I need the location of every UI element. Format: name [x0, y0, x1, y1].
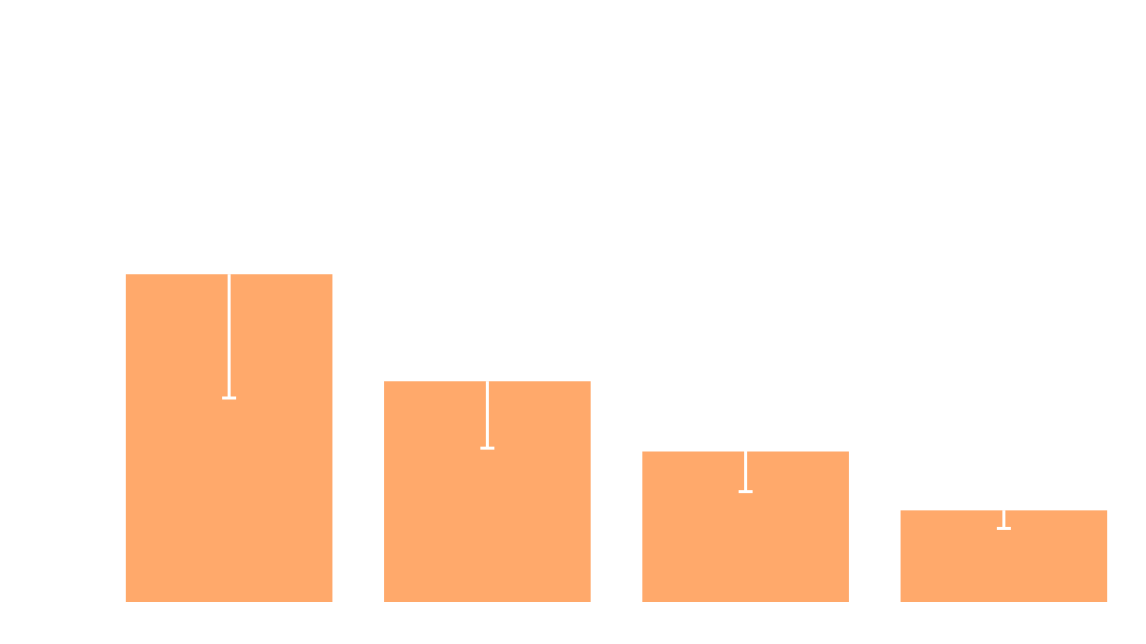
bars-layer	[125, 274, 1108, 602]
error-bars-layer	[222, 274, 1011, 530]
